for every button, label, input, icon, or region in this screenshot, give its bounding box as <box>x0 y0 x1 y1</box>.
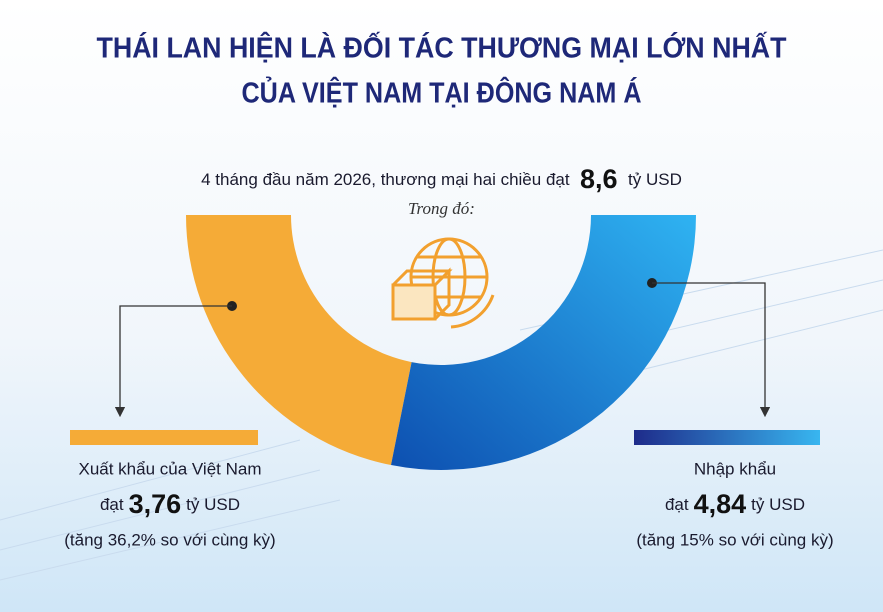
value-label: 4,84 <box>694 489 747 519</box>
prefix: đạt <box>665 495 689 514</box>
value-line: đạt 3,76 tỷ USD <box>100 489 240 519</box>
total-label: 8,6 <box>580 164 618 194</box>
title-line: THÁI LAN HIỆN LÀ ĐỐI TÁC THƯƠNG MẠI LỚN … <box>97 31 787 65</box>
globe-icon <box>391 237 495 329</box>
leader-line <box>652 282 771 418</box>
prefix: đạt <box>100 495 124 514</box>
donut-segment <box>391 215 696 471</box>
leader-line <box>114 305 232 418</box>
category-label: Xuất khẩu của Việt Nam <box>78 459 261 478</box>
subtitle-text: 4 tháng đầu năm 2026, thương mại hai chi… <box>201 170 570 189</box>
note: Trong đó: <box>408 199 475 218</box>
growth-note: (tăng 36,2% so với cùng kỳ) <box>64 530 275 549</box>
unit: tỷ USD <box>628 170 682 189</box>
value-label: 3,76 <box>129 489 182 519</box>
category-label: Nhập khẩu <box>694 459 776 478</box>
donut-segment <box>186 215 412 466</box>
decor-lines <box>0 249 883 581</box>
subtitle: 4 tháng đầu năm 2026, thương mại hai chi… <box>201 164 682 194</box>
legend-bar <box>634 430 820 445</box>
value-line: đạt 4,84 tỷ USD <box>665 489 805 519</box>
legend-bar <box>70 430 258 445</box>
title-line: CỦA VIỆT NAM TẠI ĐÔNG NAM Á <box>242 76 642 110</box>
growth-note: (tăng 15% so với cùng kỳ) <box>636 530 833 549</box>
unit: tỷ USD <box>186 495 240 514</box>
unit: tỷ USD <box>751 495 805 514</box>
donut <box>186 215 696 471</box>
